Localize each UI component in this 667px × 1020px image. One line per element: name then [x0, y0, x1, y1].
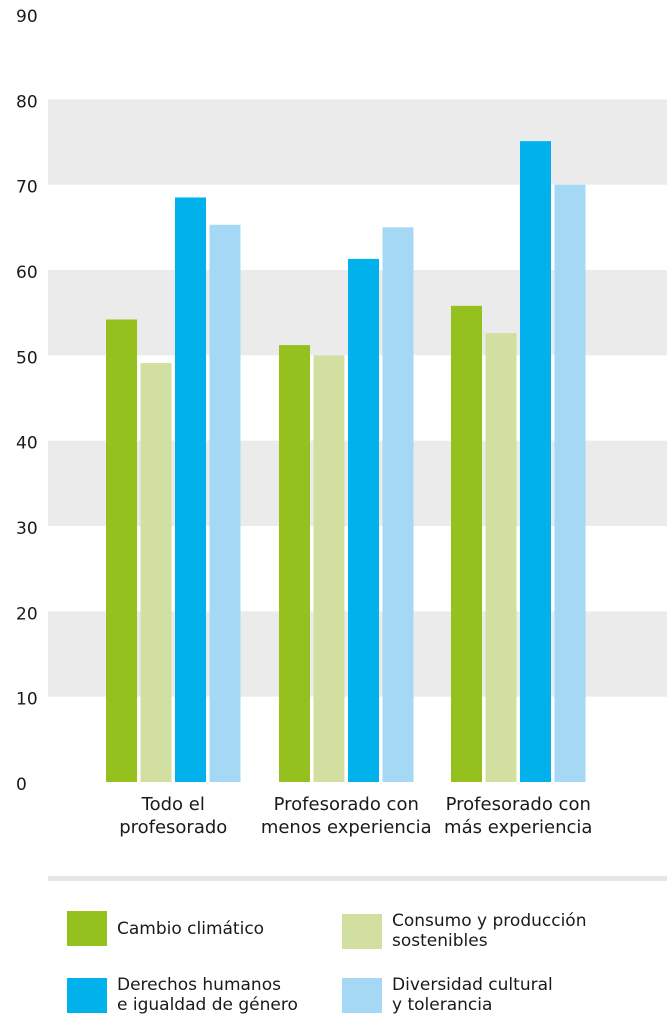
legend-item-diversidad-cultural: Diversidad cultural y tolerancia — [342, 975, 553, 1015]
bar — [313, 355, 345, 782]
x-axis-labels: Todo el profesorado Profesorado con menos e… — [119, 794, 592, 838]
grid-band — [48, 99, 667, 185]
x-tick-label: Todo el profesorado — [119, 794, 227, 838]
legend-label: Cambio climático — [117, 918, 265, 939]
x-tick-label: Profesorado con más experiencia — [444, 794, 592, 838]
bar — [209, 224, 241, 783]
y-tick-label: 40 — [16, 434, 38, 454]
legend-item-cambio-climatico: Cambio climático — [67, 911, 264, 946]
y-tick-label: 80 — [16, 92, 38, 112]
legend-swatch — [342, 977, 382, 1013]
y-tick-label: 0 — [16, 775, 27, 795]
bar — [348, 258, 379, 782]
legend-swatch — [67, 977, 107, 1013]
legend-swatch — [342, 913, 382, 949]
y-tick-label: 30 — [16, 519, 38, 539]
legend-item-consumo-produccion: Consumo y producción sostenibles — [342, 911, 586, 951]
bar — [554, 184, 586, 782]
bars — [106, 141, 586, 783]
y-tick-label: 50 — [16, 348, 38, 368]
bar — [520, 141, 551, 782]
legend-label: Derechos humanos e igualdad de género — [117, 975, 298, 1015]
legend-label: Consumo y producción sostenibles — [392, 911, 587, 951]
x-tick-label: Profesorado con menos experiencia — [261, 794, 432, 838]
legend-divider — [48, 876, 667, 881]
legend-label: Diversidad cultural y tolerancia — [392, 975, 553, 1015]
y-tick-label: 10 — [16, 690, 38, 710]
bar — [382, 227, 414, 783]
y-tick-label: 20 — [16, 604, 38, 624]
legend-swatch — [67, 911, 107, 946]
bar — [279, 345, 310, 782]
bar — [106, 319, 137, 782]
bar — [140, 363, 172, 782]
y-tick-label: 60 — [16, 263, 38, 283]
bar — [485, 333, 517, 782]
y-axis-ticks: 0 10 20 30 40 50 60 70 80 90 — [16, 7, 38, 795]
legend-item-derechos-humanos: Derechos humanos e igualdad de género — [67, 975, 298, 1015]
y-tick-label: 90 — [16, 7, 38, 27]
bar — [175, 197, 206, 782]
bar-chart: 0 10 20 30 40 50 60 70 80 90 Todo el profesorado Pr… — [16, 7, 667, 838]
bar — [451, 305, 482, 782]
y-tick-label: 70 — [16, 178, 38, 198]
